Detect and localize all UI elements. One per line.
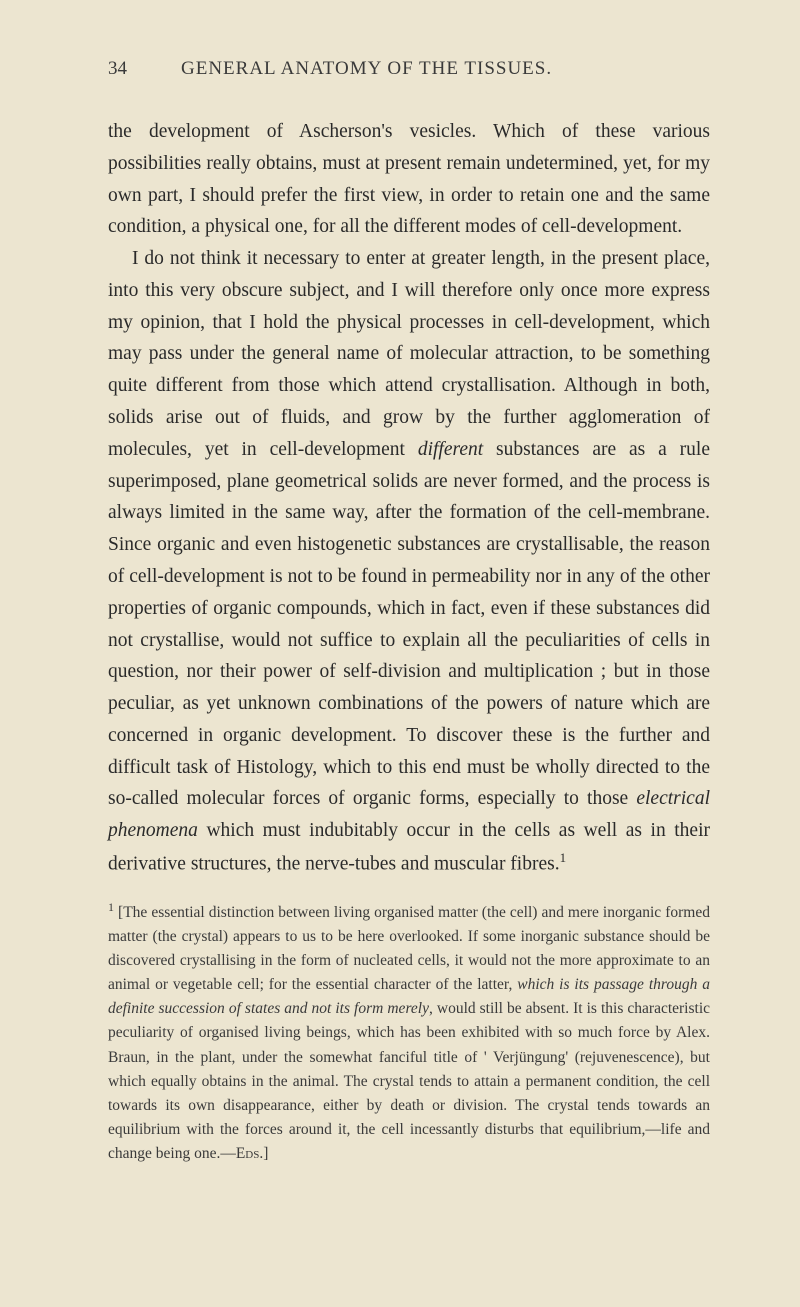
footnote: 1 [The essential distinction between liv… (108, 898, 710, 1165)
body-text: the development of Ascherson's vesicles.… (108, 116, 710, 880)
page-container: 34 GENERAL ANATOMY OF THE TISSUES. the d… (0, 0, 800, 1226)
paragraph-1: the development of Ascherson's vesicles.… (108, 116, 710, 243)
fn-c: , would still be absent. It is this char… (108, 1000, 710, 1161)
footnote-paragraph: 1 [The essential distinction between liv… (108, 898, 710, 1165)
para2-italic-1: different (418, 439, 483, 460)
page-header: 34 GENERAL ANATOMY OF THE TISSUES. (108, 58, 710, 80)
fn-e: ] (263, 1145, 268, 1162)
footnote-ref: 1 (560, 850, 567, 865)
header-title: GENERAL ANATOMY OF THE TISSUES. (181, 58, 552, 80)
fn-eds: Eds. (236, 1145, 263, 1162)
paragraph-2: I do not think it necessary to enter at … (108, 243, 710, 880)
para2-a: I do not think it necessary to enter at … (108, 248, 710, 460)
page-number: 34 (108, 58, 127, 80)
para2-e: which must indubitably occur in the cell… (108, 820, 710, 874)
para1-text: the development of Ascherson's vesicles.… (108, 121, 710, 237)
para2-c: substances are as a rule superimposed, p… (108, 439, 710, 810)
